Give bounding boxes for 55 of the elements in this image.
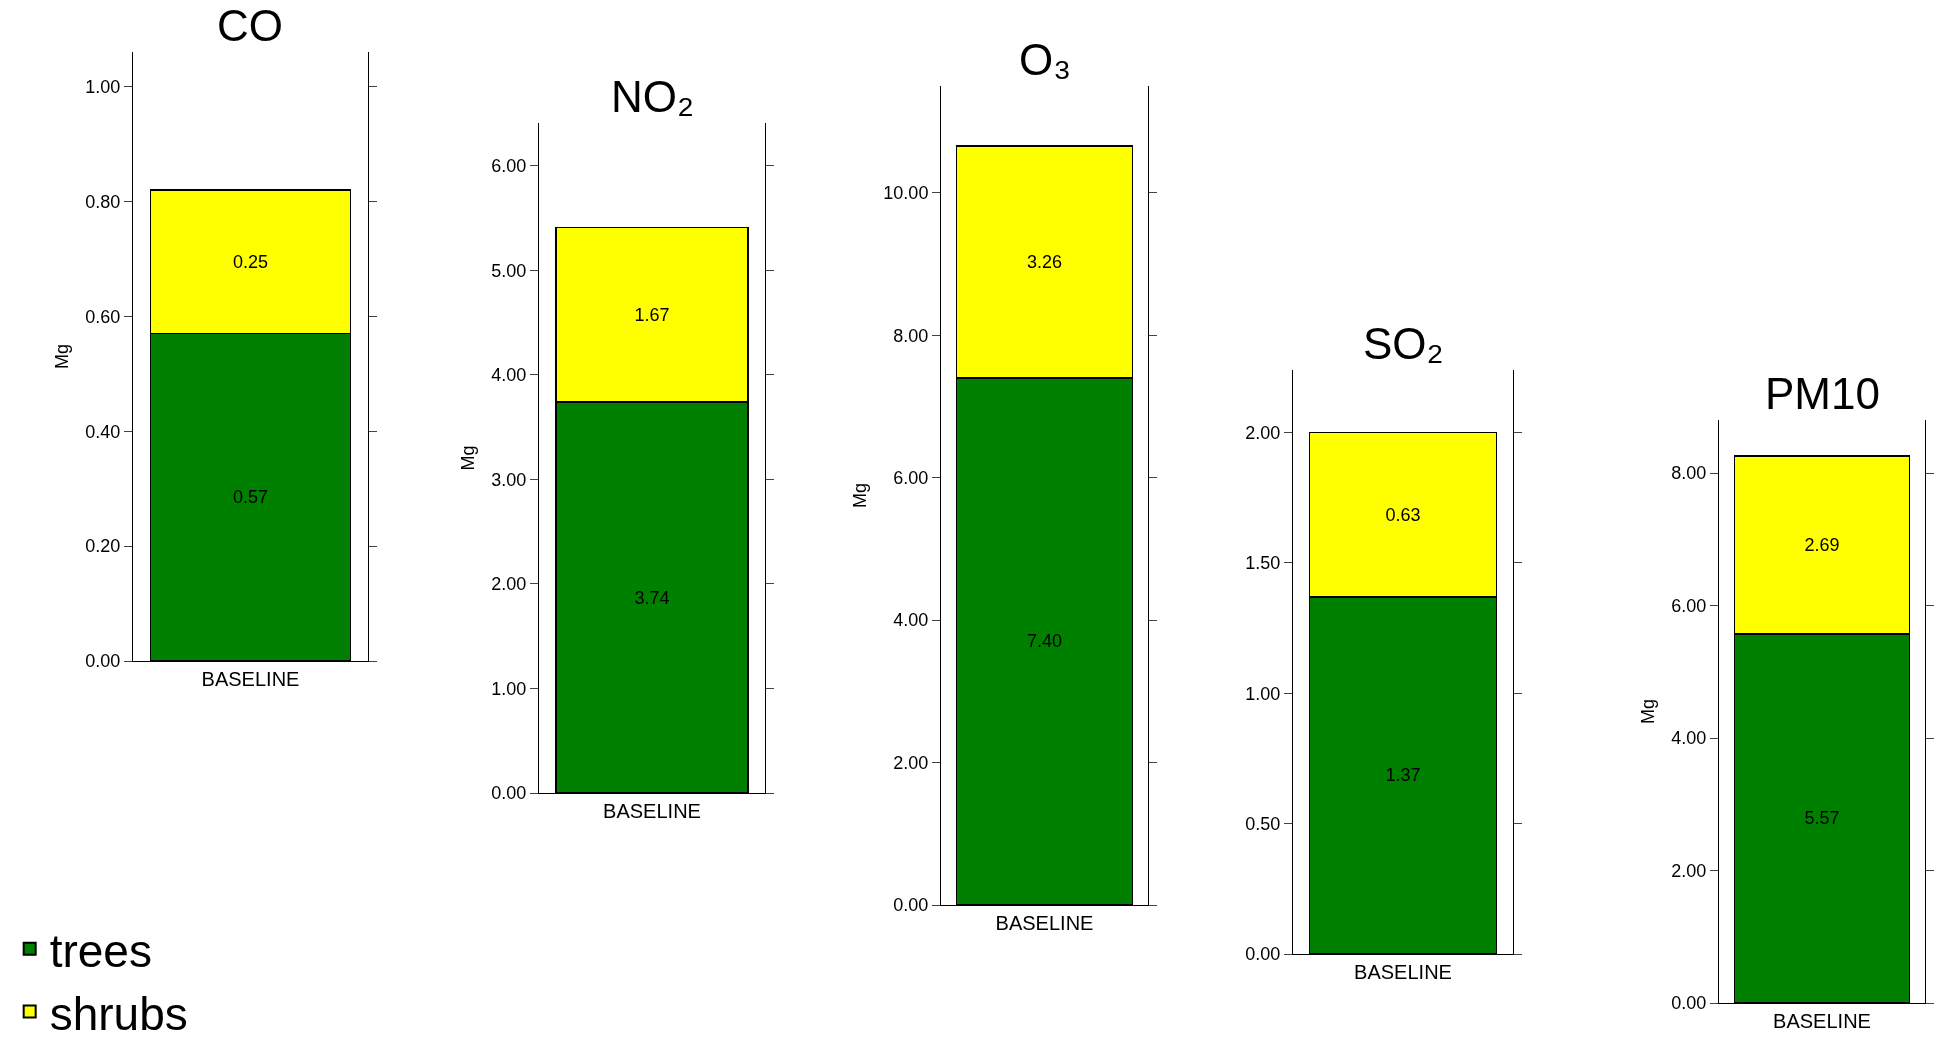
chart-title: SO₂: [1363, 319, 1444, 368]
legend-label: shrubs: [49, 987, 188, 1040]
y-tick-label: 0.50: [1245, 813, 1281, 834]
y-tick-label: 0.20: [85, 536, 121, 557]
chart-title: NO₂: [611, 72, 695, 121]
data-label: 3.26: [1026, 251, 1063, 272]
y-tick-label: 6.00: [491, 156, 527, 177]
data-label: 1.37: [1385, 765, 1421, 786]
y-tick-label: 0.60: [85, 306, 121, 327]
y-tick-label: 0.40: [85, 421, 121, 442]
data-label: 3.74: [634, 587, 670, 608]
chart-title: O₃: [1019, 35, 1072, 84]
chart-title: PM10: [1765, 369, 1880, 418]
y-tick-label: 4.00: [491, 365, 527, 386]
y-axis-title: Mg: [51, 343, 72, 370]
y-tick-label: 5.00: [491, 260, 527, 281]
y-tick-label: 6.00: [893, 468, 929, 488]
data-label: 7.40: [1026, 631, 1063, 652]
y-tick-label: 4.00: [893, 610, 929, 631]
y-tick-label: 0.00: [893, 895, 929, 916]
legend-label: trees: [49, 924, 152, 977]
y-tick-label: 0.00: [1671, 993, 1707, 1014]
data-label: 5.57: [1804, 808, 1840, 829]
data-label: 0.57: [232, 487, 269, 508]
y-tick-label: 2.00: [491, 574, 527, 595]
x-tick-label: BASELINE: [1773, 1010, 1871, 1032]
x-tick-label: BASELINE: [995, 912, 1094, 934]
y-tick-label: 8.00: [893, 325, 929, 346]
y-tick-label: 8.00: [1671, 463, 1707, 484]
y-tick-label: 1.00: [1245, 683, 1281, 704]
data-label: 1.67: [634, 304, 670, 325]
data-label: 0.63: [1385, 504, 1421, 525]
y-tick-label: 2.00: [1245, 422, 1281, 443]
x-tick-label: BASELINE: [603, 800, 701, 822]
y-tick-label: 4.00: [1671, 728, 1707, 749]
y-tick-label: 10.00: [883, 183, 929, 204]
x-tick-label: BASELINE: [1354, 961, 1452, 983]
y-axis-title: Mg: [849, 482, 870, 509]
x-tick-label: BASELINE: [201, 668, 300, 690]
data-label: 2.69: [1804, 534, 1840, 555]
y-tick-label: 1.00: [85, 76, 121, 97]
y-tick-label: 6.00: [1671, 595, 1707, 616]
y-tick-label: 3.00: [491, 469, 527, 490]
y-tick-label: 0.80: [85, 191, 121, 212]
y-axis-title: Mg: [1637, 698, 1658, 725]
y-axis-title: Mg: [457, 445, 478, 471]
data-label: 0.25: [232, 251, 269, 272]
y-tick-label: 2.00: [1671, 860, 1707, 881]
y-tick-label: 0.00: [85, 651, 121, 672]
y-tick-label: 1.00: [491, 678, 527, 699]
y-tick-label: 0.00: [491, 783, 527, 804]
chart-title: CO: [217, 1, 283, 50]
y-tick-label: 2.00: [893, 752, 929, 773]
y-tick-label: 1.50: [1245, 553, 1281, 574]
y-tick-label: 0.00: [1245, 944, 1281, 965]
